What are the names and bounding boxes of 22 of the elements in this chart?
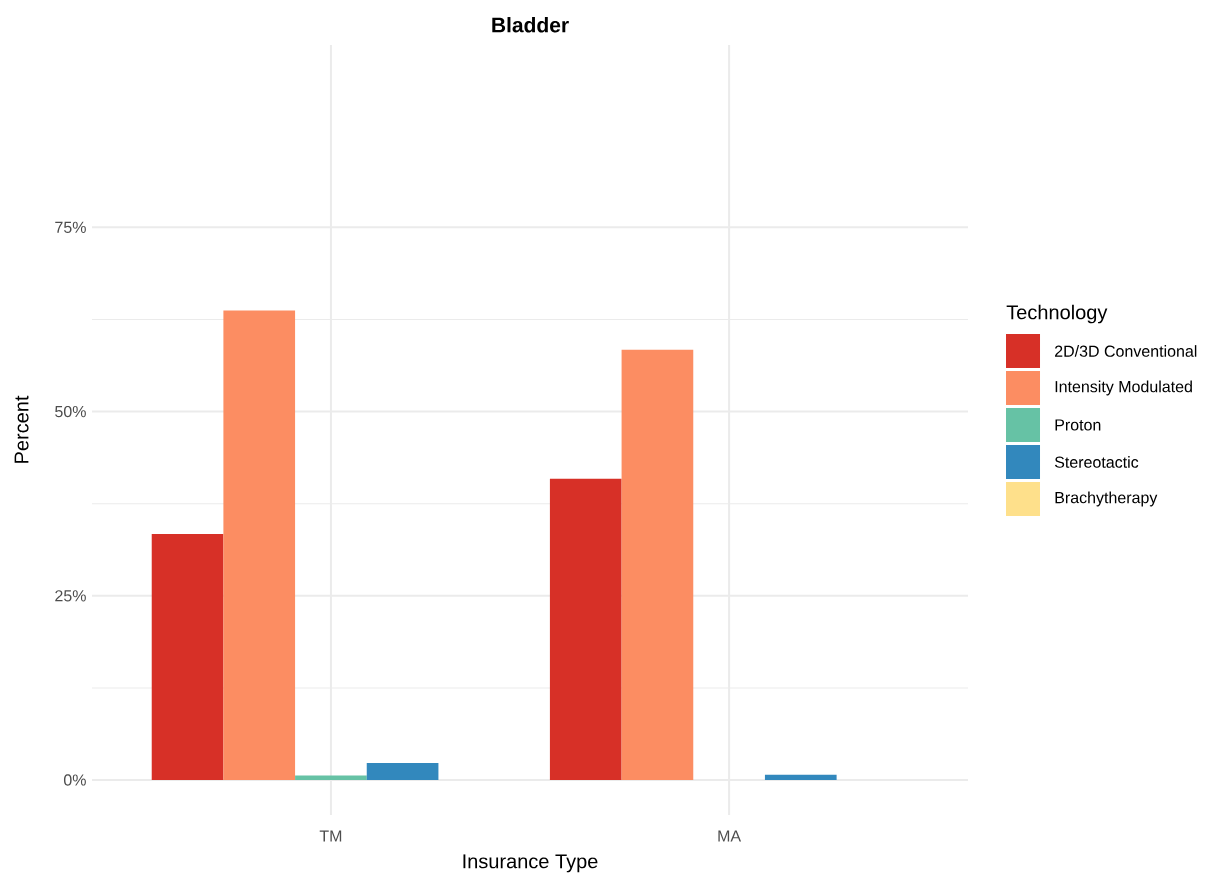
bar — [549, 478, 622, 780]
bar — [366, 763, 439, 780]
y-tick-label: 75% — [55, 221, 86, 233]
x-tick-label: TM — [319, 830, 342, 842]
legend-label: Brachytherapy — [1055, 491, 1158, 507]
y-tick-label: 50% — [55, 405, 86, 418]
bar — [151, 533, 224, 780]
y-tick-label: 25% — [55, 590, 86, 602]
bar — [764, 774, 837, 780]
bar — [621, 349, 694, 780]
bar — [295, 775, 367, 780]
y-axis-title: Percent — [14, 395, 29, 463]
legend-label: 2D/3D Conventional — [1055, 345, 1197, 357]
x-axis-title: Insurance Type — [463, 854, 598, 873]
y-tick-label: 0% — [63, 774, 86, 786]
legend-label: Stereotactic — [1054, 456, 1139, 468]
chart-title: Bladder — [492, 17, 569, 33]
legend-title: Technology — [1006, 304, 1108, 324]
legend-label: Proton — [1055, 419, 1101, 431]
x-tick-label: MA — [718, 830, 742, 842]
legend-label: Intensity Modulated — [1055, 380, 1192, 396]
bar — [223, 310, 296, 780]
